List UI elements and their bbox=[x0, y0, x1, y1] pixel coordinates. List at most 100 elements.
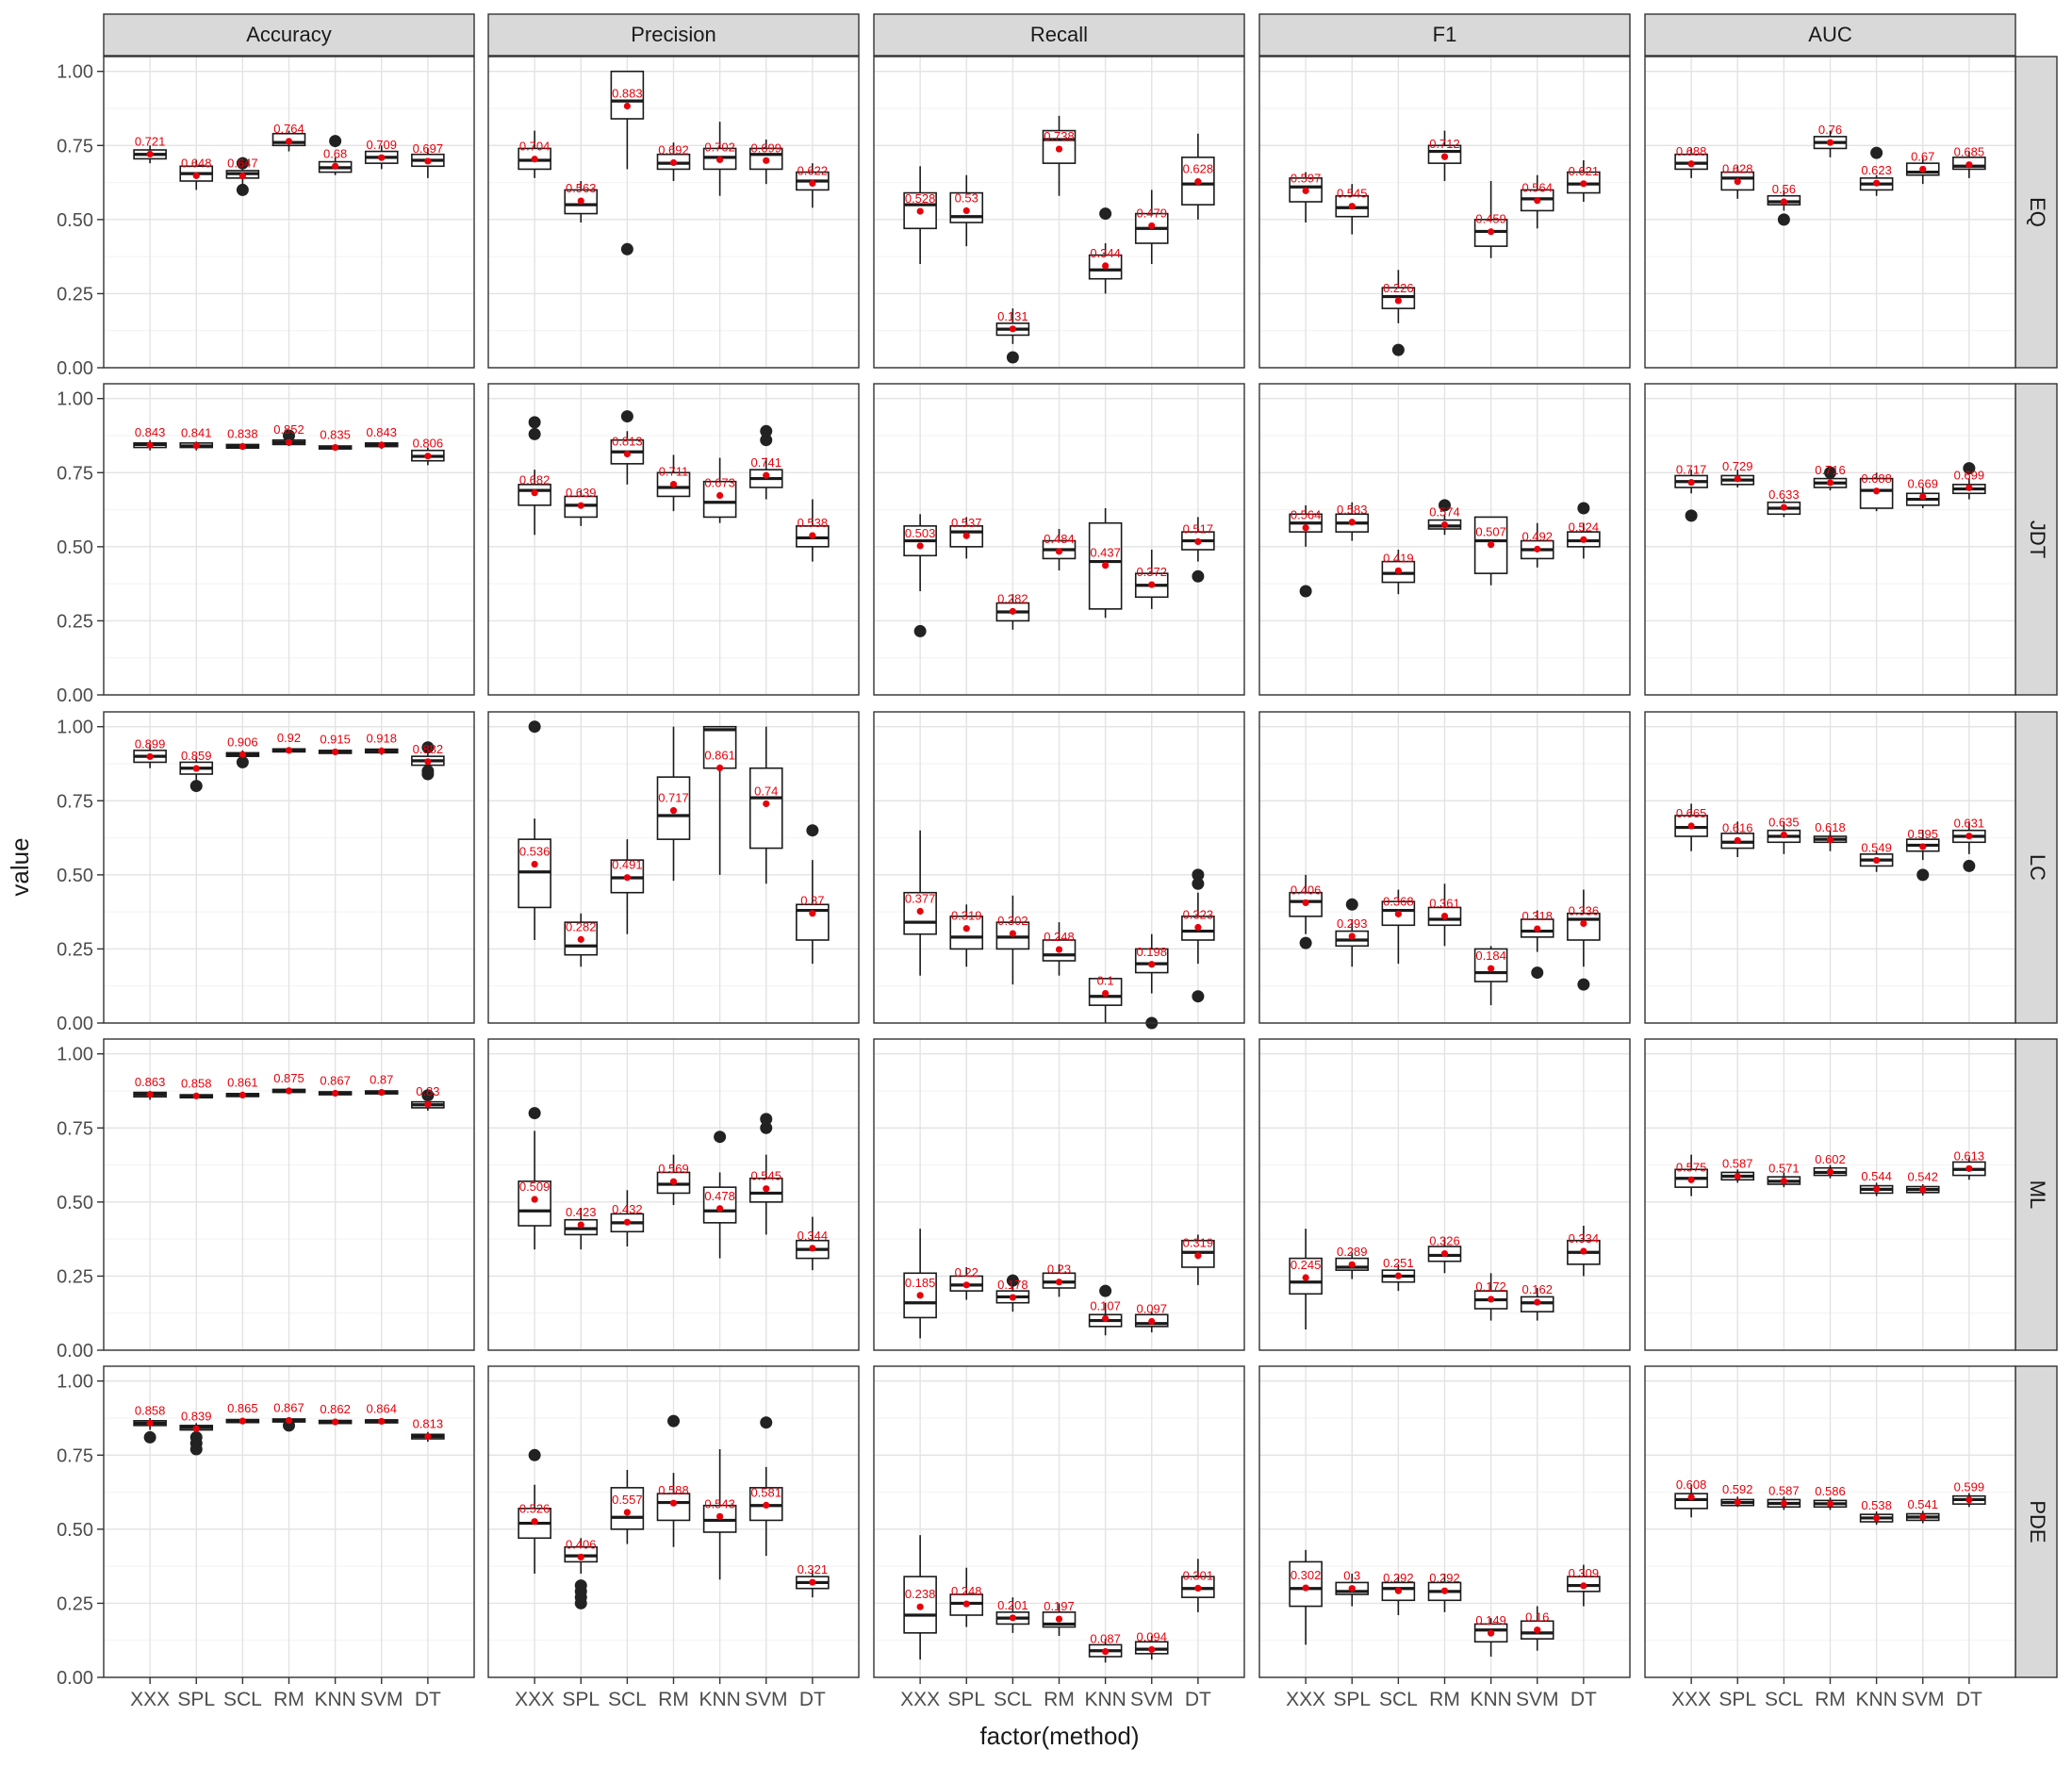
facet-strip-accuracy bbox=[103, 13, 475, 57]
mean-point-scl bbox=[1009, 1294, 1016, 1301]
mean-point-knn bbox=[332, 748, 339, 756]
mean-label-spl: 0.839 bbox=[181, 1409, 212, 1423]
mean-label-rm: 0.361 bbox=[1429, 897, 1460, 911]
mean-label-dt: 0.37 bbox=[800, 894, 824, 908]
mean-point-knn bbox=[1488, 541, 1495, 549]
mean-point-knn bbox=[1488, 965, 1495, 972]
mean-label-svm: 0.74 bbox=[754, 784, 778, 798]
mean-point-xxx bbox=[531, 489, 538, 497]
mean-label-xxx: 0.899 bbox=[135, 736, 166, 751]
mean-label-svm: 0.595 bbox=[1907, 827, 1938, 841]
mean-point-scl bbox=[1394, 567, 1402, 574]
mean-point-rm bbox=[1055, 548, 1063, 555]
mean-label-knn: 0.688 bbox=[1861, 471, 1892, 486]
mean-point-svm bbox=[1534, 925, 1541, 933]
mean-label-spl: 0.406 bbox=[566, 1537, 597, 1551]
mean-point-rm bbox=[1055, 1615, 1063, 1623]
mean-point-scl bbox=[1009, 325, 1016, 333]
mean-label-dt: 0.301 bbox=[1183, 1568, 1214, 1582]
mean-label-svm: 0.709 bbox=[366, 138, 397, 152]
mean-label-scl: 0.432 bbox=[612, 1202, 643, 1216]
mean-point-xxx bbox=[916, 907, 924, 916]
facet-strip-label-ml: ML bbox=[2026, 1180, 2049, 1210]
panel-border bbox=[103, 56, 475, 369]
outlier-point-scl bbox=[236, 157, 249, 170]
box-svm bbox=[748, 767, 783, 850]
mean-label-scl: 0.302 bbox=[997, 914, 1028, 928]
mean-point-knn bbox=[1102, 989, 1110, 998]
mean-label-dt: 0.628 bbox=[1183, 162, 1214, 176]
mean-point-dt bbox=[1965, 484, 1973, 491]
outlier-point-spl bbox=[189, 1430, 203, 1444]
outlier-point-dt bbox=[421, 765, 435, 778]
mean-point-xxx bbox=[531, 1196, 538, 1203]
outlier-point-xxx bbox=[528, 427, 541, 440]
mean-label-svm: 0.843 bbox=[366, 425, 397, 439]
mean-label-rm: 0.292 bbox=[1429, 1571, 1460, 1585]
mean-point-dt bbox=[809, 179, 816, 188]
x-tick-label-spl: SPL bbox=[947, 1689, 985, 1710]
mean-point-spl bbox=[192, 765, 200, 772]
outlier-point-xxx bbox=[1685, 509, 1698, 522]
mean-label-scl: 0.368 bbox=[1383, 894, 1414, 908]
panel-border bbox=[1644, 56, 2016, 369]
mean-point-svm bbox=[763, 157, 770, 164]
mean-point-dt bbox=[1580, 180, 1587, 188]
outlier-point-scl bbox=[236, 183, 249, 196]
mean-point-xxx bbox=[146, 1091, 154, 1098]
mean-label-scl: 0.282 bbox=[997, 591, 1028, 605]
y-tick-label: 0.00 bbox=[57, 1014, 93, 1034]
mean-point-spl bbox=[962, 206, 970, 215]
mean-point-knn bbox=[332, 1089, 339, 1098]
panel-eq-auc: 0.688 0.628 0.56 0.76 0.623 0.67 0.685 bbox=[1644, 56, 2016, 369]
panel-border bbox=[1258, 383, 1631, 696]
box-xxx bbox=[1289, 1560, 1323, 1608]
mean-point-dt bbox=[1194, 923, 1202, 932]
panel-border bbox=[1258, 711, 1631, 1024]
panel-jdt-auc: 0.717 0.729 0.633 0.716 0.688 0.669 0.699 bbox=[1644, 383, 2016, 696]
mean-label-rm: 0.197 bbox=[1044, 1599, 1075, 1613]
mean-label-svm: 0.669 bbox=[1907, 477, 1938, 491]
mean-label-svm: 0.16 bbox=[1525, 1610, 1549, 1625]
mean-point-rm bbox=[669, 158, 678, 167]
mean-point-knn bbox=[332, 1418, 339, 1426]
y-tick-label: 1.00 bbox=[57, 62, 93, 83]
mean-point-knn bbox=[716, 491, 724, 500]
mean-label-xxx: 0.688 bbox=[1676, 144, 1707, 158]
mean-label-xxx: 0.564 bbox=[1291, 508, 1322, 522]
mean-label-svm: 0.162 bbox=[1521, 1282, 1553, 1296]
mean-label-dt: 0.334 bbox=[1569, 1231, 1600, 1246]
mean-label-spl: 0.282 bbox=[566, 919, 597, 933]
mean-label-dt: 0.813 bbox=[413, 1416, 444, 1430]
mean-label-spl: 0.648 bbox=[181, 156, 212, 170]
outlier-point-rm bbox=[283, 429, 295, 442]
outlier-point-scl bbox=[236, 755, 249, 768]
y-tick-label: 0.25 bbox=[57, 1593, 93, 1614]
outlier-point-scl bbox=[1006, 1274, 1019, 1287]
mean-label-rm: 0.875 bbox=[273, 1071, 304, 1085]
mean-label-dt: 0.697 bbox=[413, 141, 444, 156]
panel-eq-accuracy: 0.721 0.648 0.647 0.764 0.68 0.709 0.697 bbox=[103, 56, 475, 369]
facet-strip-label-pde: PDE bbox=[2026, 1500, 2049, 1543]
facet-strip-recall bbox=[873, 13, 1245, 57]
outlier-point-spl bbox=[574, 1579, 587, 1593]
outlier-point-dt bbox=[1192, 569, 1205, 583]
mean-label-knn: 0.702 bbox=[704, 140, 735, 154]
panel-border bbox=[1258, 56, 1631, 369]
mean-label-knn: 0.538 bbox=[1861, 1498, 1892, 1512]
mean-label-knn: 0.172 bbox=[1475, 1279, 1506, 1294]
mean-label-scl: 0.883 bbox=[612, 86, 643, 100]
mean-point-xxx bbox=[1302, 524, 1309, 532]
mean-point-svm bbox=[378, 154, 386, 161]
mean-point-rm bbox=[669, 1499, 678, 1507]
mean-label-rm: 0.586 bbox=[1815, 1484, 1846, 1498]
outlier-point-spl bbox=[1345, 898, 1358, 911]
mean-point-dt bbox=[809, 910, 816, 917]
outlier-point-xxx bbox=[528, 720, 541, 734]
outlier-point-scl bbox=[1006, 351, 1019, 364]
mean-label-spl: 0.563 bbox=[566, 181, 597, 195]
mean-label-dt: 0.83 bbox=[416, 1084, 439, 1098]
mean-point-dt bbox=[809, 532, 816, 539]
mean-label-rm: 0.764 bbox=[273, 122, 304, 136]
y-tick-label: 0.50 bbox=[57, 866, 93, 886]
